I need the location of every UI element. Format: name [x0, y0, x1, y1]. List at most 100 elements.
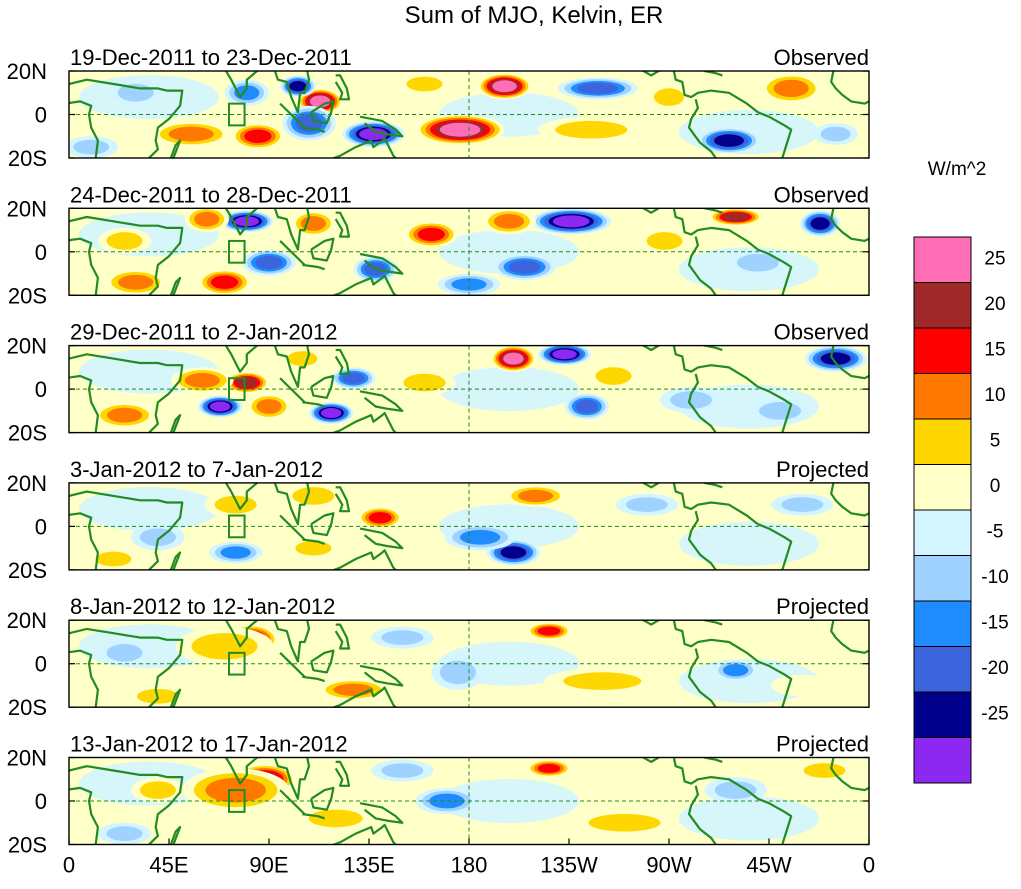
blob-level [803, 763, 846, 778]
blob-level [139, 781, 176, 799]
y-tick-label: 20S [8, 146, 47, 171]
coastline [687, 785, 717, 845]
anomaly-blob [800, 210, 841, 237]
anomaly-blob [295, 805, 376, 832]
anomaly-blob [204, 491, 267, 518]
anomaly-blob [93, 402, 156, 429]
coastline [334, 74, 351, 101]
colorbar-level-label: 15 [984, 339, 1005, 360]
coastline [830, 620, 869, 654]
anomaly-blob [171, 367, 234, 394]
coastline [69, 786, 99, 845]
blob-level [184, 373, 220, 388]
colorbar-level-label: -5 [987, 521, 1004, 542]
x-tick-label: 90W [646, 853, 691, 878]
colorbar-box [913, 236, 972, 283]
blob-level [321, 408, 342, 419]
anomaly-blob [104, 269, 167, 296]
index-box [228, 377, 246, 401]
y-tick-label: 20N [7, 196, 47, 221]
blob-level [773, 79, 809, 98]
blob-level [493, 213, 525, 229]
y-tick-label: 0 [35, 652, 47, 677]
x-tick-label: 180 [451, 853, 488, 878]
coastline [69, 78, 184, 158]
blob-level [552, 215, 590, 228]
anomaly-blob [309, 402, 354, 424]
anomaly-blob [771, 674, 834, 697]
coastline [702, 345, 723, 352]
coastline [302, 126, 325, 133]
colorbar-box [913, 373, 972, 420]
coastline [69, 490, 184, 570]
coastline [69, 100, 99, 158]
panel-date-range: 8-Jan-2012 to 12-Jan-2012 [70, 594, 335, 619]
coastline [334, 211, 351, 238]
panel-4: 20N 0 20S 3-Jan-2012 to 7-Jan-2012 Projected [7, 457, 870, 583]
x-tick-label: 90E [249, 853, 288, 878]
anomaly-blob [431, 655, 485, 690]
anomaly-blob [286, 537, 341, 560]
anomaly-blob [404, 221, 458, 248]
y-tick-label: 20N [7, 471, 47, 496]
panel-field [69, 757, 869, 845]
anomaly-blob [197, 269, 252, 296]
anomaly-blob [97, 822, 152, 845]
blob-level [771, 674, 834, 697]
blob-level [292, 487, 335, 505]
coastline [69, 215, 184, 296]
blob-level [359, 128, 388, 141]
coastline [687, 373, 717, 433]
blob-level [95, 551, 132, 567]
colorbar-box [913, 327, 972, 374]
blob-level [168, 126, 214, 142]
anomaly-blob [504, 485, 567, 507]
coastline [702, 482, 723, 489]
anomaly-blob [342, 121, 405, 148]
coastline [310, 237, 335, 262]
blob-level [417, 227, 445, 242]
anomaly-blob [246, 393, 292, 420]
blob-level [595, 367, 632, 385]
blob-level [194, 211, 220, 227]
coastline [334, 348, 351, 376]
x-tick-label: 135E [343, 853, 394, 878]
colorbar-level-label: 25 [984, 248, 1005, 269]
coastline [641, 482, 793, 570]
chart-title: Sum of MJO, Kelvin, ER [405, 2, 664, 29]
coastline [69, 627, 184, 708]
coastline [69, 765, 184, 845]
panel-1: 20N 0 20S 19-Dec-2011 to 23-Dec-2011 Observe… [7, 45, 870, 171]
blob-level [429, 793, 465, 809]
blob-level [209, 401, 231, 412]
blob-level [403, 373, 446, 392]
blob-level [106, 644, 143, 662]
panel-status: Observed [774, 320, 869, 345]
anomaly-blob [291, 210, 336, 237]
blob-level [563, 672, 642, 690]
panel-field [69, 71, 869, 158]
colorbar-box [913, 600, 972, 647]
anomaly-blob [393, 369, 456, 396]
coastline [702, 620, 723, 626]
anomaly-blob [175, 626, 274, 666]
blob-level [118, 274, 154, 290]
coastline [169, 276, 182, 296]
index-box [228, 514, 246, 539]
coastline [69, 512, 99, 570]
coastline [69, 374, 99, 433]
blob-level [500, 546, 527, 559]
colorbar-level-label: -25 [981, 703, 1008, 724]
coastline [197, 482, 311, 526]
anomaly-blob [760, 73, 823, 104]
coastline [279, 102, 306, 129]
coastline [334, 486, 351, 513]
coastline [310, 374, 335, 399]
panel-status: Projected [776, 732, 869, 757]
anomaly-blob [331, 367, 376, 390]
panel-field [69, 620, 869, 708]
coastline [334, 623, 351, 650]
anomaly-blob [415, 787, 478, 815]
anomaly-blob [713, 659, 758, 682]
coastline [169, 414, 182, 433]
